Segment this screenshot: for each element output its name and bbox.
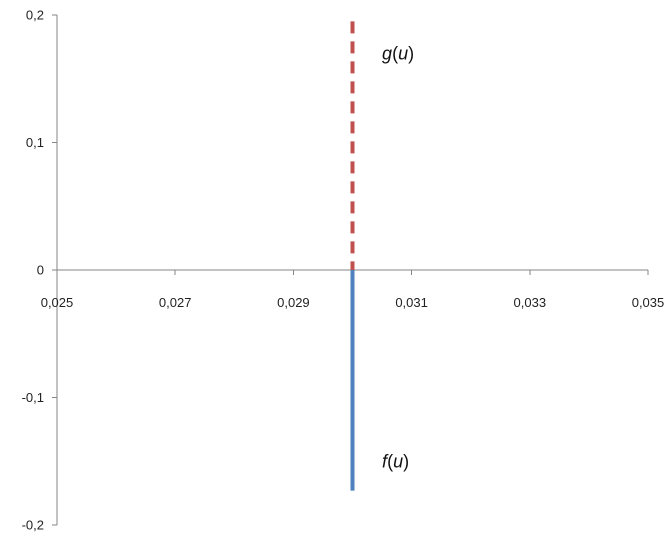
x-tick-label: 0,031 bbox=[395, 295, 428, 310]
x-tick-label: 0,035 bbox=[632, 295, 665, 310]
x-tick-label: 0,033 bbox=[514, 295, 547, 310]
y-tick-label: -0,2 bbox=[22, 518, 44, 533]
y-tick-label: 0 bbox=[37, 263, 44, 278]
x-tick-label: 0,025 bbox=[41, 295, 74, 310]
x-tick-label: 0,029 bbox=[277, 295, 310, 310]
y-axis-ticks: 0,2 0,1 0 -0,1 -0,2 bbox=[22, 8, 57, 533]
y-tick-label: -0,1 bbox=[22, 390, 44, 405]
x-tick-label: 0,027 bbox=[159, 295, 192, 310]
series-labels: g(u) f(u) bbox=[382, 43, 414, 471]
x-axis-ticks: 0,025 0,027 0,029 0,031 0,033 0,035 bbox=[41, 270, 665, 310]
series-label-g: g(u) bbox=[382, 43, 414, 63]
y-tick-label: 0,1 bbox=[26, 135, 44, 150]
y-tick-label: 0,2 bbox=[26, 8, 44, 23]
series-label-f: f(u) bbox=[382, 451, 409, 471]
